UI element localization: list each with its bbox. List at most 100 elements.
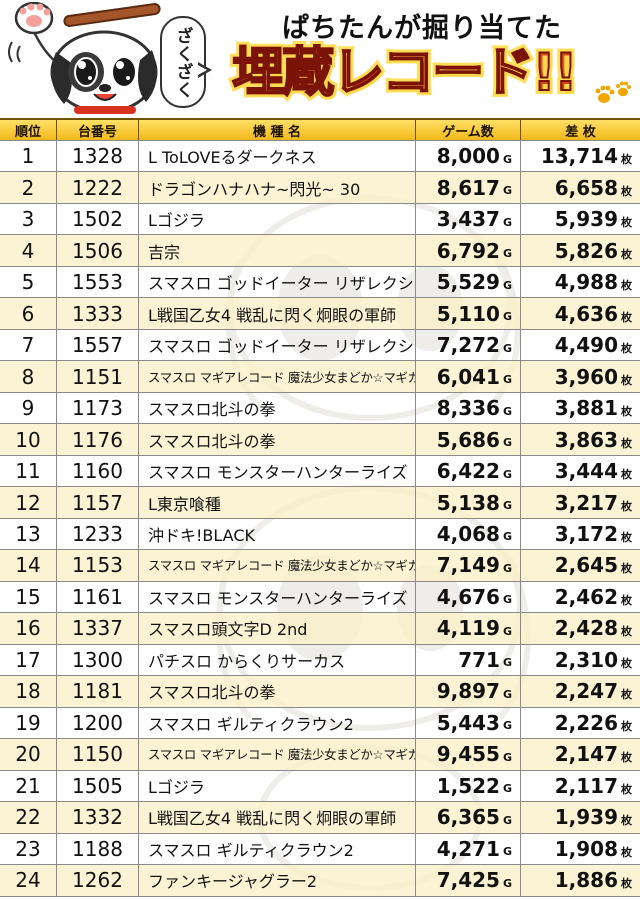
games-cell: 6,792 G [416, 235, 521, 266]
rank-cell: 15 [0, 581, 57, 613]
diff-cell: 1,939 枚 [521, 802, 640, 832]
diff-unit: 枚 [621, 688, 632, 702]
games-unit: G [502, 750, 512, 764]
diff-unit: 枚 [621, 814, 632, 828]
games-cell: 5,443 G [416, 707, 521, 739]
games-unit: G [502, 782, 512, 796]
machine-name-cell: スマスロ モンスターハンターライズ [139, 581, 416, 613]
games-value: 8,336 [436, 396, 500, 421]
games-cell: 4,676 G [416, 581, 521, 613]
diff-cell: 3,863 枚 [521, 424, 640, 454]
games-value: 1,522 [436, 773, 500, 798]
rank-cell: 22 [0, 802, 57, 833]
diff-unit: 枚 [621, 342, 632, 356]
machine-name-cell: 沖ドキ!BLACK [139, 518, 416, 550]
rank-cell: 1 [0, 141, 57, 172]
diff-cell: 13,714 枚 [521, 141, 640, 171]
machine-no-cell: 1188 [57, 833, 139, 865]
machine-no-cell: 1157 [57, 487, 139, 518]
games-cell: 7,425 G [416, 865, 521, 896]
table-row: 22 1332 L戦国乙女4 戦乱に閃く炯眼の軍師 6,365 G 1,939 枚 [0, 801, 640, 833]
diff-unit: 枚 [621, 530, 632, 544]
games-unit: G [502, 561, 512, 575]
table-row: 18 1181 スマスロ北斗の拳 9,897 G 2,247 枚 [0, 675, 640, 707]
diff-unit: 枚 [621, 625, 632, 639]
diff-unit: 枚 [621, 153, 632, 167]
table-row: 2 1222 ドラゴンハナハナ~閃光~ 30 8,617 G 6,658 枚 [0, 171, 640, 203]
diff-unit: 枚 [621, 405, 632, 419]
diff-cell: 2,428 枚 [521, 613, 640, 643]
games-cell: 4,119 G [416, 613, 521, 644]
machine-no-cell: 1506 [57, 235, 139, 266]
machine-no-cell: 1505 [57, 770, 139, 802]
table-row: 19 1200 スマスロ ギルティクラウン2 5,443 G 2,226 枚 [0, 706, 640, 739]
diff-value: 2,226 [554, 710, 618, 735]
games-unit: G [502, 215, 512, 229]
diff-unit: 枚 [621, 468, 632, 482]
machine-no-cell: 1161 [57, 581, 139, 613]
table-row: 17 1300 パチスロ からくりサーカス 771 G 2,310 枚 [0, 643, 640, 676]
machine-name-cell: スマスロ マギアレコード 魔法少女まどか☆マギカ外伝 [139, 361, 416, 392]
games-cell: 8,000 G [416, 141, 521, 172]
games-unit: G [502, 813, 512, 827]
games-unit: G [502, 845, 512, 859]
table-row: 16 1337 スマスロ頭文字D 2nd 4,119 G 2,428 枚 [0, 612, 640, 644]
machine-no-cell: 1200 [57, 707, 139, 739]
banner-title-glow: 埋蔵レコード!! [214, 39, 594, 107]
games-unit: G [502, 436, 512, 450]
diff-value: 4,988 [554, 270, 618, 295]
machine-name-cell: ファンキージャグラー2 [139, 865, 416, 896]
games-unit: G [502, 593, 512, 607]
diff-unit: 枚 [621, 499, 632, 513]
games-unit: G [502, 152, 512, 166]
diff-value: 2,645 [554, 553, 618, 578]
diff-value: 3,863 [554, 427, 618, 452]
table-row: 1 1328 L ToLOVEるダークネス 8,000 G 13,714 枚 [0, 140, 640, 172]
machine-no-cell: 1337 [57, 613, 139, 644]
diff-cell: 3,217 枚 [521, 487, 640, 517]
banner-title: 埋蔵レコード!! [214, 40, 594, 106]
games-cell: 8,336 G [416, 392, 521, 424]
diff-value: 2,428 [554, 616, 618, 641]
machine-no-cell: 1332 [57, 802, 139, 833]
table-row: 11 1160 スマスロ モンスターハンターライズ 6,422 G 3,444 枚 [0, 454, 640, 487]
rank-cell: 17 [0, 644, 57, 676]
games-value: 5,138 [436, 490, 500, 515]
bubble-text: ざくざく [172, 27, 193, 99]
games-cell: 5,110 G [416, 298, 521, 329]
rank-cell: 4 [0, 235, 57, 266]
games-unit: G [502, 656, 512, 670]
diff-value: 3,217 [554, 490, 618, 515]
diff-value: 1,886 [554, 868, 618, 893]
diff-cell: 1,908 枚 [521, 834, 640, 864]
bubble-tail-inner [196, 64, 207, 76]
games-unit: G [502, 373, 512, 387]
games-cell: 5,138 G [416, 487, 521, 518]
machine-name-cell: Lゴジラ [139, 203, 416, 235]
diff-value: 2,310 [554, 647, 618, 672]
machine-no-cell: 1333 [57, 298, 139, 329]
table-row: 24 1262 ファンキージャグラー2 7,425 G 1,886 枚 [0, 864, 640, 896]
machine-name-cell: L戦国乙女4 戦乱に閃く炯眼の軍師 [139, 298, 416, 329]
diff-unit: 枚 [621, 562, 632, 576]
banner-subtitle: ぱちたんが掘り当てた [282, 13, 562, 44]
table-row: 7 1557 スマスロ ゴッドイーター リザレクション 7,272 G 4,490 枚 [0, 328, 640, 361]
games-value: 6,422 [436, 459, 500, 484]
table-row: 12 1157 L東京喰種 5,138 G 3,217 枚 [0, 486, 640, 518]
diff-cell: 2,117 枚 [521, 771, 640, 801]
paw-prints-icon [595, 81, 631, 103]
games-value: 7,425 [436, 868, 500, 893]
machine-name-cell: 吉宗 [139, 235, 416, 266]
diff-unit: 枚 [621, 845, 632, 859]
mascot-dog-icon [8, 2, 161, 114]
diff-value: 2,462 [554, 584, 618, 609]
table-row: 10 1176 スマスロ北斗の拳 5,686 G 3,863 枚 [0, 423, 640, 455]
diff-cell: 3,172 枚 [521, 519, 640, 549]
machine-no-cell: 1176 [57, 424, 139, 455]
games-cell: 6,365 G [416, 802, 521, 833]
games-unit: G [502, 719, 512, 733]
diff-cell: 3,444 枚 [521, 456, 640, 486]
diff-unit: 枚 [621, 751, 632, 765]
games-cell: 4,271 G [416, 833, 521, 865]
diff-cell: 2,247 枚 [521, 676, 640, 706]
